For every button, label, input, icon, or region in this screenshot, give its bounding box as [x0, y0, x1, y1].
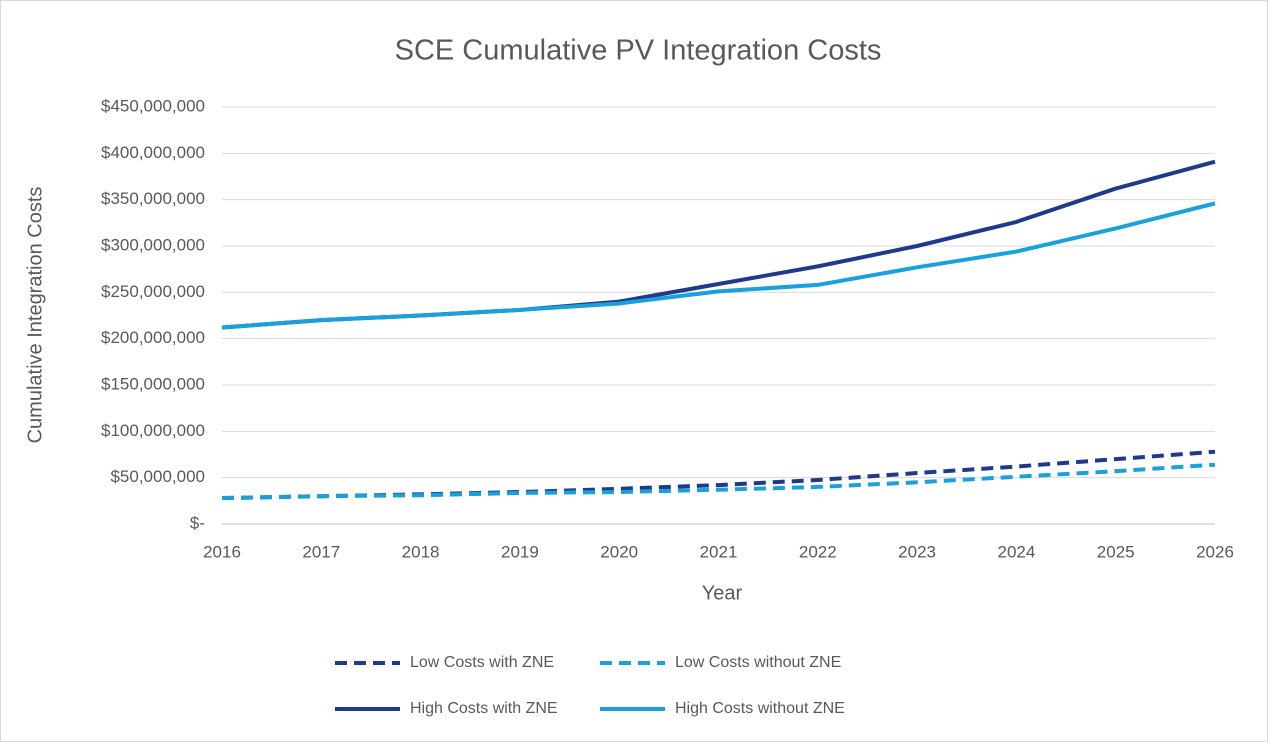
- y-tick-label: $50,000,000: [110, 467, 205, 486]
- y-tick-label: $-: [190, 513, 205, 532]
- y-tick-label: $100,000,000: [101, 421, 205, 440]
- x-tick-label: 2016: [203, 542, 241, 561]
- x-tick-label: 2019: [501, 542, 539, 561]
- series-line: [221, 449, 1216, 501]
- x-tick-label: 2024: [997, 542, 1035, 561]
- x-axis-title: Year: [702, 582, 743, 604]
- x-tick-label: 2023: [898, 542, 936, 561]
- y-tick-label: $450,000,000: [101, 96, 205, 115]
- series-line: [221, 201, 1216, 330]
- legend-label: High Costs without ZNE: [675, 700, 845, 717]
- x-tick-label: 2022: [799, 542, 837, 561]
- legend-label: High Costs with ZNE: [410, 700, 558, 717]
- x-tick-label: 2018: [402, 542, 440, 561]
- legend-label: Low Costs without ZNE: [675, 654, 841, 671]
- y-tick-label: $200,000,000: [101, 328, 205, 347]
- x-tick-label: 2025: [1097, 542, 1135, 561]
- series-line: [221, 462, 1216, 501]
- y-tick-label: $150,000,000: [101, 374, 205, 393]
- x-tick-label: 2020: [600, 542, 638, 561]
- y-tick-label: $350,000,000: [101, 189, 205, 208]
- legend-label: Low Costs with ZNE: [410, 654, 554, 671]
- x-tick-label: 2026: [1196, 542, 1234, 561]
- chart-title: SCE Cumulative PV Integration Costs: [395, 35, 882, 67]
- y-axis-title: Cumulative Integration Costs: [24, 187, 46, 444]
- x-tick-label: 2021: [700, 542, 738, 561]
- x-tick-label: 2017: [302, 542, 340, 561]
- y-tick-label: $400,000,000: [101, 143, 205, 162]
- y-tick-label: $250,000,000: [101, 282, 205, 301]
- y-tick-label: $300,000,000: [101, 235, 205, 254]
